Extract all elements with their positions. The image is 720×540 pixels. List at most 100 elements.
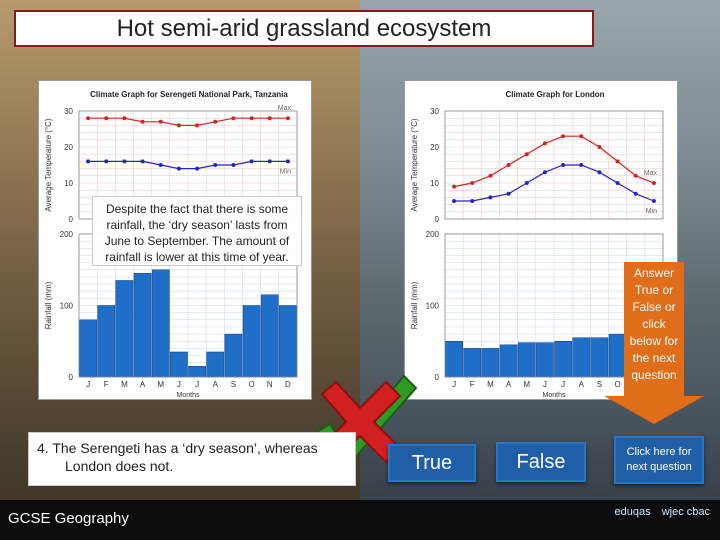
month-tick-label: J <box>86 380 90 389</box>
series-point-max <box>579 134 584 139</box>
series-point-max <box>195 123 200 128</box>
series-label-min: Min <box>646 208 657 215</box>
month-tick-label: J <box>561 380 565 389</box>
series-point-max <box>506 163 511 167</box>
temp-tick-label: 0 <box>69 215 74 224</box>
series-point-max <box>651 181 656 185</box>
footer-label: GCSE Geography <box>8 510 129 527</box>
logos: eduqas wjec cbac <box>607 506 710 518</box>
month-tick-label: J <box>543 380 547 389</box>
month-tick-label: N <box>267 380 273 389</box>
series-point-max <box>213 119 218 124</box>
temp-tick-label: 20 <box>430 143 439 152</box>
false-button[interactable]: False <box>496 442 586 482</box>
series-point-min <box>213 163 218 167</box>
rainfall-bar <box>79 319 97 378</box>
series-point-max <box>452 184 457 189</box>
temp-axis-label: Average Temperature (°C) <box>44 118 53 212</box>
rain-tick-label: 100 <box>60 302 74 311</box>
rainfall-bar <box>279 305 297 378</box>
rain-axis-label: Rainfall (mm) <box>410 281 419 329</box>
series-point-max <box>122 116 127 121</box>
series-point-max <box>285 116 290 121</box>
rainfall-bar <box>572 337 591 378</box>
x-axis-label: Months <box>543 392 566 399</box>
temp-tick-label: 10 <box>64 179 73 188</box>
series-point-max <box>470 181 475 185</box>
month-tick-label: M <box>523 380 530 389</box>
chart-title: Climate Graph for London <box>505 90 604 99</box>
next-question-button[interactable]: Click here for next question <box>614 436 704 484</box>
page-title: Hot semi-arid grassland ecosystem <box>14 10 594 47</box>
rain-tick-label: 200 <box>60 230 74 239</box>
temp-tick-label: 30 <box>430 107 439 116</box>
month-tick-label: J <box>452 380 456 389</box>
rain-axis-label: Rainfall (mm) <box>44 281 53 329</box>
series-point-min <box>488 195 493 200</box>
series-point-min <box>231 163 236 167</box>
wjec-logo: wjec cbac <box>661 506 710 518</box>
month-tick-label: J <box>195 380 199 389</box>
series-point-max <box>231 116 236 121</box>
month-tick-label: D <box>285 380 291 389</box>
rainfall-bar <box>463 348 482 378</box>
series-label-max: Max <box>278 105 292 112</box>
series-point-min <box>195 166 200 171</box>
series-point-min <box>470 199 475 203</box>
series-point-min <box>561 163 566 167</box>
rainfall-bar <box>481 348 500 378</box>
chart-title: Climate Graph for Serengeti National Par… <box>90 90 288 99</box>
series-point-max <box>249 116 254 121</box>
month-tick-label: O <box>614 380 620 389</box>
month-tick-label: A <box>579 380 585 389</box>
series-point-max <box>86 116 91 121</box>
month-tick-label: O <box>248 380 254 389</box>
rain-tick-label: 0 <box>69 373 74 382</box>
series-point-min <box>615 181 620 185</box>
temp-axis-label: Average Temperature (°C) <box>410 118 419 212</box>
month-tick-label: M <box>487 380 494 389</box>
month-tick-label: A <box>213 380 219 389</box>
series-point-min <box>452 199 457 203</box>
series-point-max <box>524 152 529 157</box>
month-tick-label: A <box>140 380 146 389</box>
series-point-max <box>633 173 638 178</box>
rain-tick-label: 0 <box>435 373 440 382</box>
series-point-min <box>86 159 91 164</box>
month-tick-label: M <box>121 380 128 389</box>
footer-bar: GCSE Geography eduqas wjec cbac <box>0 500 720 540</box>
series-point-max <box>176 123 181 128</box>
series-point-min <box>158 163 163 167</box>
rainfall-bar <box>188 366 206 378</box>
series-line-min <box>88 160 288 170</box>
series-point-min <box>633 191 638 196</box>
series-point-min <box>285 159 290 164</box>
rainfall-bar <box>536 342 554 378</box>
series-point-max <box>542 141 547 146</box>
series-point-min <box>579 163 584 167</box>
info-callout: Despite the fact that there is some rain… <box>92 196 302 266</box>
month-tick-label: J <box>177 380 181 389</box>
rainfall-bar <box>554 341 572 378</box>
series-point-max <box>488 173 493 178</box>
series-point-min <box>597 170 602 175</box>
series-point-max <box>597 145 602 149</box>
question-text: 4. The Serengeti has a ‘dry season’, whe… <box>28 432 356 486</box>
temp-tick-label: 10 <box>430 179 439 188</box>
series-point-min <box>651 199 656 203</box>
series-point-max <box>267 116 272 121</box>
series-point-max <box>561 134 566 139</box>
true-button[interactable]: True <box>388 444 476 482</box>
rain-tick-label: 200 <box>426 230 440 239</box>
series-line-max <box>88 117 288 127</box>
arrow-head <box>604 396 704 424</box>
month-tick-label: S <box>597 380 602 389</box>
rainfall-bar <box>133 273 152 378</box>
series-label-min: Min <box>280 168 291 175</box>
series-point-max <box>140 119 145 124</box>
series-point-min <box>542 170 547 175</box>
rainfall-bar <box>242 305 261 378</box>
series-point-max <box>104 116 109 121</box>
series-line-max <box>453 135 655 188</box>
series-point-max <box>158 119 163 124</box>
